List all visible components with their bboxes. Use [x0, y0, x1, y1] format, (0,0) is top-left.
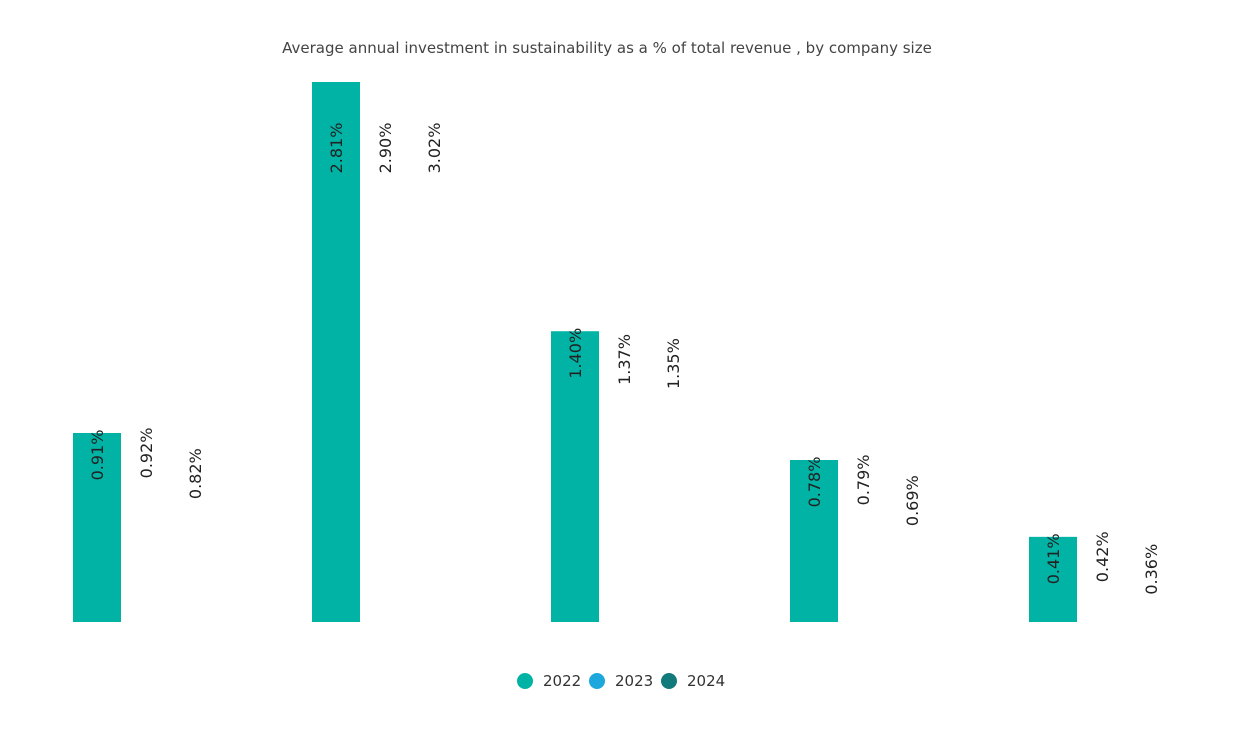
bar — [73, 433, 121, 622]
data-label: 0.92% — [137, 428, 156, 479]
bar — [790, 460, 838, 622]
legend-marker — [661, 673, 677, 689]
data-label: 3.02% — [425, 123, 444, 174]
data-label: 2.81% — [327, 123, 346, 174]
bar — [410, 0, 458, 622]
data-label: 0.78% — [805, 457, 824, 508]
data-label: 0.69% — [903, 475, 922, 526]
chart-title: Average annual investment in sustainabil… — [282, 39, 932, 57]
legend-marker — [589, 673, 605, 689]
data-label: 1.40% — [566, 328, 585, 379]
legend-label: 2023 — [615, 672, 653, 690]
data-label: 0.36% — [1142, 544, 1161, 595]
bars — [73, 0, 1077, 622]
legend-label: 2024 — [687, 672, 725, 690]
data-label: 1.35% — [664, 338, 683, 389]
legend-label: 2022 — [543, 672, 581, 690]
bar — [1029, 536, 1077, 622]
data-label: 0.82% — [186, 448, 205, 499]
legend-marker — [517, 673, 533, 689]
bar — [551, 331, 599, 622]
data-label: 1.37% — [615, 334, 634, 385]
data-label: 2.90% — [376, 123, 395, 174]
data-label: 0.79% — [854, 455, 873, 506]
bar — [312, 82, 360, 622]
data-label: 0.42% — [1093, 531, 1112, 582]
bar — [361, 20, 409, 622]
data-label: 0.91% — [88, 430, 107, 481]
data-label: 0.41% — [1044, 533, 1063, 584]
